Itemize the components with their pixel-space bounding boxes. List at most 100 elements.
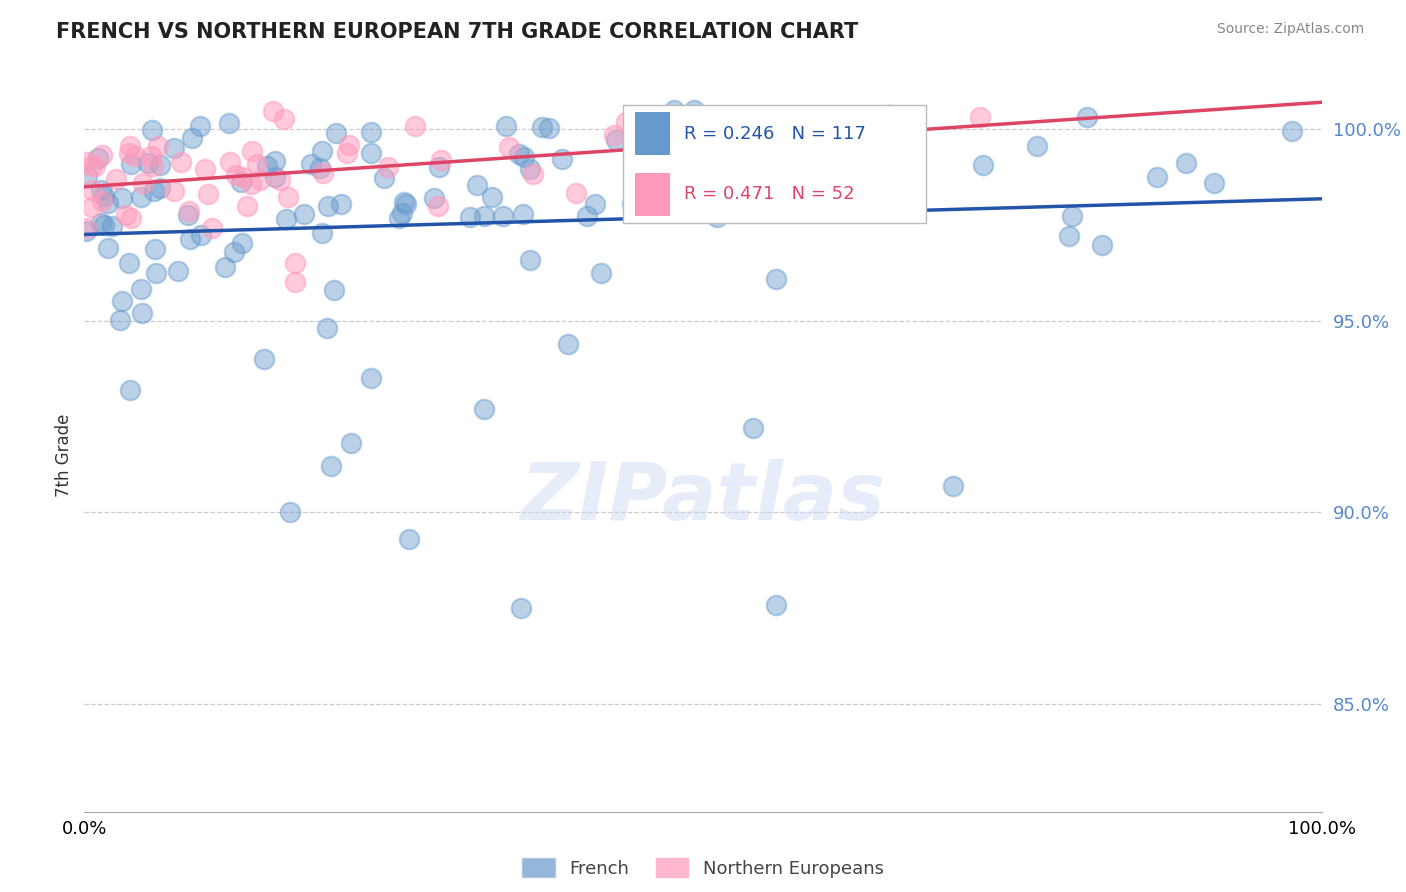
Point [498, 140, 520, 154]
Point [969, 110, 991, 124]
Point [262, 104, 284, 119]
Point [522, 168, 544, 182]
Point [224, 244, 246, 259]
Point [131, 190, 153, 204]
Point [360, 371, 382, 385]
Point [360, 125, 382, 139]
Point [145, 242, 167, 256]
Point [972, 158, 994, 172]
Point [120, 383, 142, 397]
Point [765, 598, 787, 612]
Point [91, 194, 114, 208]
Point [97, 196, 120, 211]
Point [111, 191, 134, 205]
Point [538, 120, 561, 135]
Point [256, 159, 278, 173]
Point [745, 136, 768, 150]
Point [240, 178, 263, 192]
Point [1174, 155, 1197, 169]
Point [100, 219, 122, 233]
Point [149, 158, 172, 172]
Point [789, 153, 811, 167]
Point [139, 148, 162, 162]
Point [531, 120, 554, 134]
Point [181, 131, 204, 145]
Point [602, 128, 624, 142]
Point [177, 203, 200, 218]
Text: ZIPatlas: ZIPatlas [520, 458, 886, 537]
Point [512, 207, 534, 221]
Point [589, 266, 612, 280]
Point [360, 146, 382, 161]
Point [513, 150, 536, 164]
Point [877, 108, 900, 122]
Legend: French, Northern Europeans: French, Northern Europeans [515, 851, 891, 885]
Point [120, 211, 142, 225]
Point [124, 149, 146, 163]
Point [84, 159, 107, 173]
Point [76, 169, 98, 183]
Point [1204, 176, 1226, 190]
Point [190, 227, 212, 242]
Point [120, 157, 142, 171]
Point [322, 283, 344, 297]
Point [311, 144, 333, 158]
Point [136, 156, 159, 170]
Point [110, 312, 132, 326]
Point [519, 162, 541, 177]
Point [80, 183, 103, 197]
Point [114, 208, 136, 222]
Point [236, 198, 259, 212]
Point [329, 197, 352, 211]
Point [284, 256, 307, 270]
Text: Source: ZipAtlas.com: Source: ZipAtlas.com [1216, 22, 1364, 37]
Point [93, 188, 115, 202]
Point [231, 235, 253, 250]
Y-axis label: 7th Grade: 7th Grade [55, 413, 73, 497]
Point [132, 176, 155, 190]
Point [292, 207, 315, 221]
Point [311, 226, 333, 240]
Point [218, 155, 240, 169]
Point [731, 128, 754, 143]
Point [197, 187, 219, 202]
Point [458, 210, 481, 224]
Point [141, 123, 163, 137]
Point [118, 138, 141, 153]
Point [131, 306, 153, 320]
Point [118, 256, 141, 270]
Point [1146, 170, 1168, 185]
Point [1076, 110, 1098, 124]
Point [143, 184, 166, 198]
Point [229, 175, 252, 189]
Point [167, 264, 190, 278]
Text: R = 0.471   N = 52: R = 0.471 N = 52 [685, 186, 855, 203]
Point [1060, 210, 1083, 224]
Point [742, 421, 765, 435]
Point [429, 153, 451, 167]
Point [551, 153, 574, 167]
Point [145, 267, 167, 281]
Point [395, 197, 418, 211]
Point [1026, 139, 1049, 153]
Point [388, 211, 411, 225]
Point [263, 170, 285, 185]
Point [720, 177, 742, 191]
Point [621, 196, 644, 211]
FancyBboxPatch shape [636, 112, 669, 155]
Point [427, 160, 450, 174]
Point [75, 155, 97, 169]
Point [232, 169, 254, 184]
Point [427, 199, 450, 213]
Point [163, 140, 186, 154]
Point [1091, 237, 1114, 252]
Point [194, 162, 217, 177]
Point [148, 138, 170, 153]
Point [284, 275, 307, 289]
Point [481, 190, 503, 204]
Point [312, 166, 335, 180]
Point [465, 178, 488, 193]
Point [650, 136, 672, 150]
Point [557, 336, 579, 351]
Point [87, 151, 110, 165]
